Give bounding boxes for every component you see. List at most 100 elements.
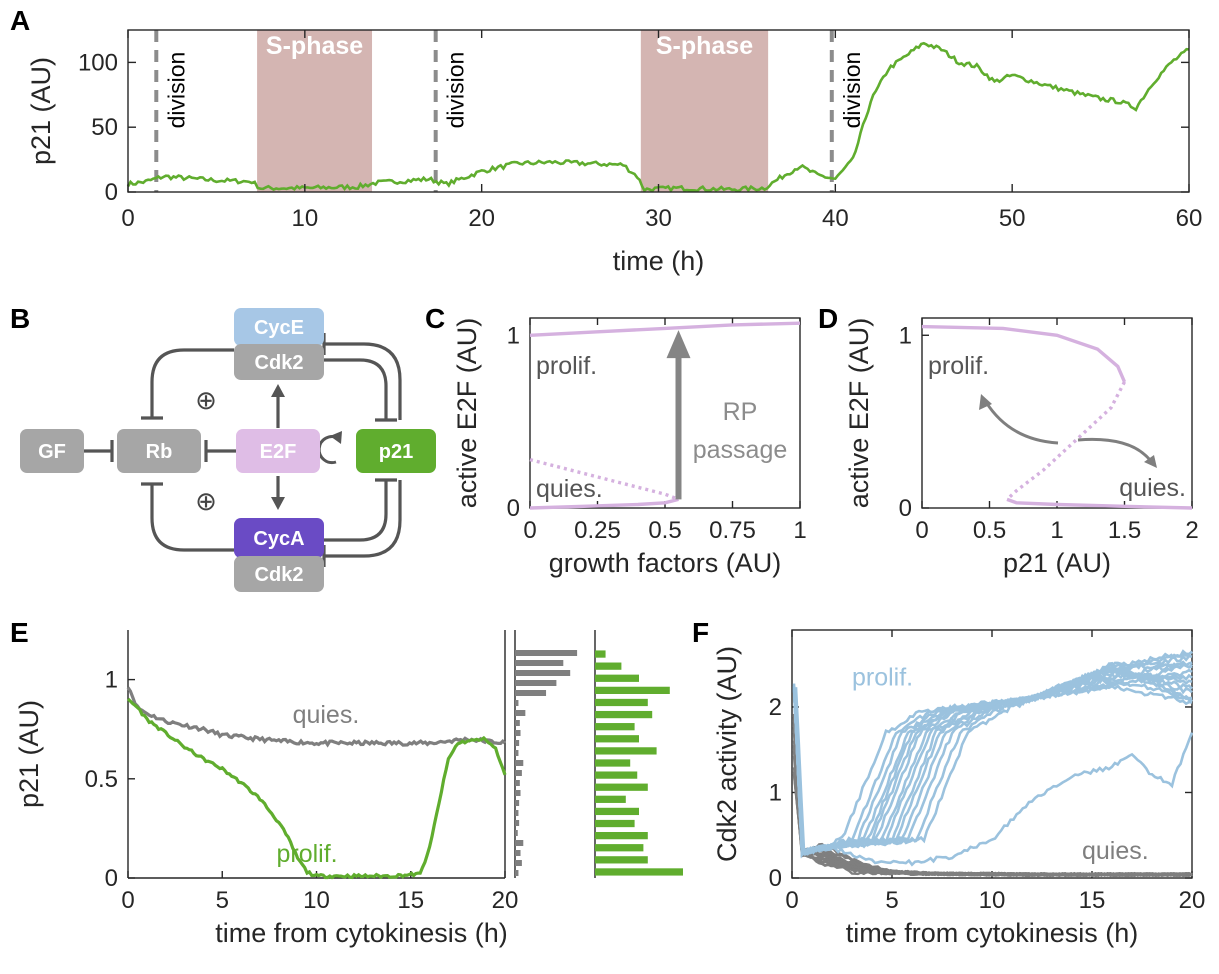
p21-trace-line <box>126 41 1190 193</box>
panel-label-a: A <box>10 5 30 36</box>
histogram-bar-prolif <box>595 844 644 852</box>
annotation-prolif: prolif. <box>928 352 989 380</box>
prolif-trace-line <box>792 668 1193 856</box>
s-phase-region <box>257 30 373 192</box>
x-tick-label: 0 <box>121 205 134 232</box>
histogram-bar-prolif <box>595 795 626 803</box>
division-label: division <box>443 52 469 129</box>
y-tick-label: 1 <box>105 667 118 694</box>
annotation-quies: quies. <box>1119 474 1186 502</box>
node-p21 <box>356 429 436 473</box>
histogram-bar-quies <box>515 750 519 756</box>
node-cyca-label: CycA <box>253 528 304 550</box>
stable-branch-line <box>1006 497 1193 510</box>
prolif-trace-line <box>126 697 507 880</box>
panel-label-c: C <box>425 303 445 334</box>
x-tick-label: 0.75 <box>709 517 756 544</box>
histogram-bar-quies <box>515 840 524 846</box>
x-tick-label: 2 <box>1185 517 1198 544</box>
annotation-rp: RP <box>723 398 758 426</box>
y-tick-label: 50 <box>91 114 118 141</box>
histogram-bar-prolif <box>595 832 648 840</box>
series-label-prolif: prolif. <box>277 840 338 868</box>
s-phase-label: S-phase <box>266 32 363 60</box>
prolif-trace-line <box>792 669 1193 854</box>
histogram-bar-quies <box>515 800 520 806</box>
prolif-trace-line <box>792 666 1193 855</box>
x-tick-label: 5 <box>885 887 898 914</box>
x-axis-label: time (h) <box>613 246 705 276</box>
panel-label-f: F <box>692 617 709 648</box>
x-tick-label: 10 <box>303 887 330 914</box>
prolif-trace-line <box>792 684 1193 856</box>
x-tick-label: 0.5 <box>648 517 681 544</box>
histogram-bar-quies <box>515 690 547 696</box>
edge-p21-cyce-outer <box>324 342 402 420</box>
plus-icon-bottom: ⊕ <box>195 486 217 516</box>
y-tick-label: 0 <box>769 865 782 892</box>
histogram-bar-quies <box>515 710 526 716</box>
histogram-bar-quies <box>515 820 520 826</box>
histogram-bar-quies <box>515 740 520 746</box>
stable-branch-line <box>529 321 801 337</box>
division-label: division <box>163 52 189 129</box>
stable-branch-line <box>921 324 1127 383</box>
node-rb-label: Rb <box>146 441 173 463</box>
histogram-bar-prolif <box>595 710 653 719</box>
circular-arrow-icon <box>317 435 339 465</box>
histogram-bar-quies <box>515 830 518 836</box>
y-axis-label: active E2F (AU) <box>844 318 874 509</box>
node-cyce-label: CycE <box>254 317 304 339</box>
x-tick-label: 15 <box>397 887 424 914</box>
x-tick-label: 40 <box>822 205 849 232</box>
histogram-bar-prolif <box>595 807 639 816</box>
prolif-trace-line <box>792 671 1193 856</box>
histogram-bar-quies <box>515 680 557 686</box>
node-cdk2-bottom <box>234 556 324 592</box>
y-tick-label: 0 <box>899 495 912 522</box>
x-tick-label: 1.5 <box>1108 517 1141 544</box>
histogram-bar-prolif <box>595 819 635 828</box>
edge-cyca-p21-inner <box>324 480 388 542</box>
circular-arrow-head <box>330 431 342 444</box>
x-tick-label: 0 <box>785 887 798 914</box>
histogram-bar-prolif <box>595 650 606 658</box>
node-cyca <box>234 518 324 558</box>
histogram-bar-quies <box>515 670 571 676</box>
node-cyce <box>234 308 324 346</box>
histogram-bar-quies <box>515 660 564 666</box>
panel-label-d: D <box>818 303 838 334</box>
y-tick-label: 100 <box>78 49 118 76</box>
node-e2f-label: E2F <box>260 441 297 463</box>
y-tick-label: 0 <box>507 495 520 522</box>
node-p21-label: p21 <box>379 441 413 463</box>
histogram-bar-quies <box>515 850 521 856</box>
y-tick-label: 2 <box>769 694 782 721</box>
panel-e-p21-traces: 0 5 10 15 20 0 0.5 1 time from cytokinesis (h) p2… <box>14 630 683 948</box>
arrow-to-quies <box>1077 437 1152 461</box>
node-rb <box>117 429 201 473</box>
x-tick-label: 10 <box>979 887 1006 914</box>
histogram-bar-prolif <box>595 759 631 767</box>
histogram-bar-quies <box>515 700 519 706</box>
histogram-bar-prolif <box>595 735 639 743</box>
histogram-bar-quies <box>515 810 519 816</box>
histogram-bar-prolif <box>595 868 683 876</box>
s-phase-region <box>640 30 769 192</box>
network-edges <box>84 333 402 567</box>
y-axis-label: active E2F (AU) <box>452 318 482 509</box>
x-axis-label: growth factors (AU) <box>549 548 782 578</box>
x-tick-label: 20 <box>492 887 519 914</box>
x-tick-label: 1 <box>1050 517 1063 544</box>
node-cdk2-bottom-label: Cdk2 <box>255 564 304 586</box>
node-e2f <box>236 429 320 473</box>
histogram-bar-quies <box>515 860 522 866</box>
unstable-branch-line <box>529 457 680 501</box>
histogram-bar-prolif <box>595 747 657 755</box>
y-tick-label: 1 <box>507 322 520 349</box>
panel-a-p21-time-course: S-phase S-phase division division division 0 1… <box>26 29 1202 276</box>
x-tick-label: 15 <box>1079 887 1106 914</box>
series-label-quies: quies. <box>293 701 360 729</box>
panel-d-bifurcation-p21: 0 0.5 1 1.5 2 0 1 p21 (AU) active E2F (AU) prolif… <box>844 317 1199 578</box>
